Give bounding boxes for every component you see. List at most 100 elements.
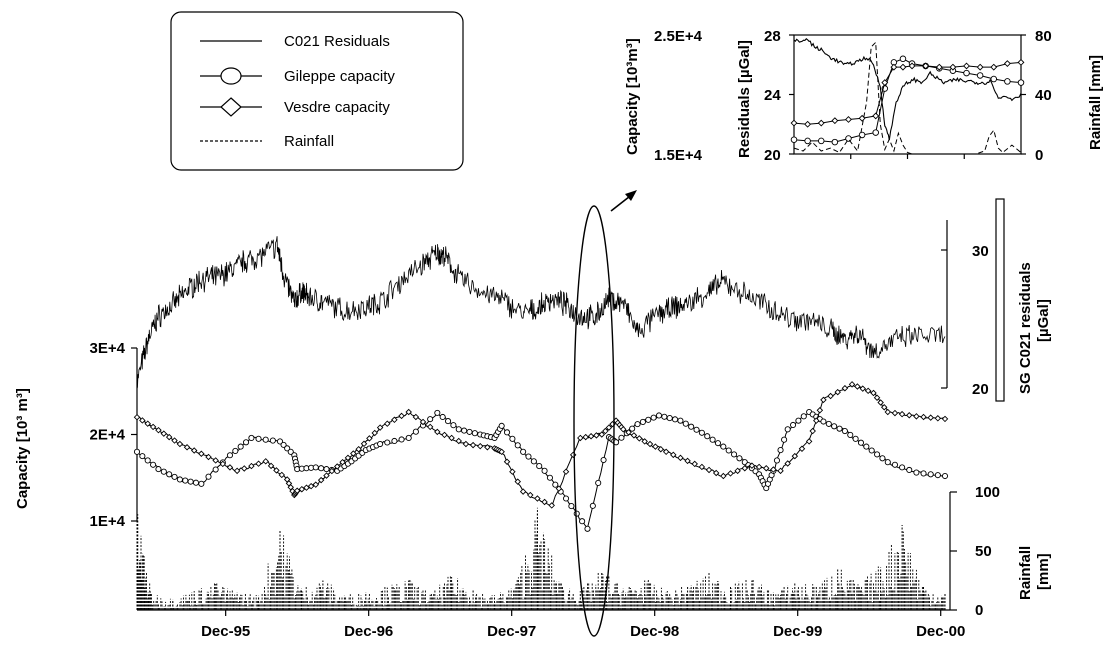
residuals-axis-bracket <box>995 198 1005 402</box>
data-point-vesdre <box>541 498 548 506</box>
data-point-vesdre <box>255 460 262 467</box>
data-point-vesdre <box>198 450 205 457</box>
data-point-vesdre <box>155 426 162 434</box>
rainfall-tick-label: 100 <box>975 484 1000 501</box>
inset-capacity-tick: 2.5E+4 <box>654 28 703 45</box>
data-point-vesdre <box>434 428 441 436</box>
inset-data-point-gileppe <box>1004 78 1011 85</box>
data-point-vesdre <box>441 431 448 439</box>
data-point-gileppe <box>784 426 791 433</box>
data-point-gileppe <box>800 413 807 420</box>
inset-data-point-vesdre <box>949 63 957 71</box>
data-point-gileppe <box>773 457 781 464</box>
data-point-vesdre <box>906 412 913 419</box>
data-point-vesdre <box>691 460 698 468</box>
rainfall-axis-label: Rainfall <box>1017 546 1034 600</box>
data-point-gileppe <box>595 479 602 486</box>
data-point-gileppe <box>913 469 920 476</box>
data-point-gileppe <box>562 495 570 502</box>
data-point-vesdre <box>317 476 325 484</box>
data-point-vesdre <box>176 440 184 448</box>
rainfall-tick-label: 50 <box>975 543 992 560</box>
inset-data-point-gileppe <box>817 137 825 145</box>
rainfall-tick-label: 0 <box>975 602 983 619</box>
data-point-vesdre <box>303 484 310 491</box>
data-point-gileppe <box>777 447 784 454</box>
inset-data-point-vesdre <box>1017 58 1025 66</box>
data-point-vesdre <box>339 458 346 466</box>
series-vesdre-line <box>137 385 946 508</box>
data-point-vesdre <box>534 495 541 502</box>
data-point-gileppe <box>781 436 788 443</box>
inset-data-point-vesdre <box>976 63 984 71</box>
data-point-vesdre <box>498 448 505 456</box>
data-point-vesdre <box>670 451 677 459</box>
inset-series-rainfall <box>793 41 1022 155</box>
data-point-gileppe <box>584 525 591 532</box>
data-point-gileppe <box>704 433 711 440</box>
capacity-axis-label: Capacity [10³ m³] <box>14 388 31 509</box>
data-point-vesdre <box>705 466 713 474</box>
data-point-gileppe <box>212 466 219 473</box>
inset-rainfall-label: Rainfall [mm] <box>1087 55 1104 150</box>
capacity-tick-label: 1E+4 <box>90 513 126 530</box>
inset-data-point-gileppe <box>804 137 811 145</box>
data-point-gileppe <box>618 434 625 441</box>
data-point-vesdre <box>602 427 609 435</box>
data-point-vesdre <box>859 385 867 392</box>
legend-label-residuals: C021 Residuals <box>284 33 390 50</box>
data-point-gileppe <box>276 438 284 445</box>
data-point-gileppe <box>677 417 684 424</box>
inset-data-point-vesdre <box>935 63 943 71</box>
data-point-gileppe <box>323 466 330 473</box>
data-point-vesdre <box>646 440 654 448</box>
data-point-gileppe <box>269 437 276 444</box>
data-point-gileppe <box>941 472 949 480</box>
data-point-vesdre <box>212 457 219 464</box>
rainfall-axis-unit: [mm] <box>1035 553 1052 590</box>
data-point-gileppe <box>552 481 559 488</box>
data-point-vesdre <box>820 396 827 404</box>
inset-data-point-vesdre <box>790 119 798 127</box>
data-point-vesdre <box>455 437 463 445</box>
data-point-gileppe <box>661 413 668 420</box>
data-point-gileppe <box>391 437 398 445</box>
data-point-gileppe <box>139 453 146 460</box>
data-point-vesdre <box>355 445 362 453</box>
data-point-gileppe <box>237 443 244 450</box>
data-point-vesdre <box>139 417 146 424</box>
data-point-vesdre <box>652 443 659 450</box>
data-point-vesdre <box>160 430 168 437</box>
data-point-vesdre <box>350 450 357 457</box>
data-point-gileppe <box>709 436 716 443</box>
legend: C021 Residuals Gileppe capacity Vesdre c… <box>170 11 464 171</box>
data-point-gileppe <box>198 480 205 487</box>
data-point-gileppe <box>868 447 875 454</box>
data-point-gileppe <box>579 518 586 525</box>
data-point-vesdre <box>384 420 391 427</box>
diamond-marker-icon <box>220 97 242 117</box>
data-point-vesdre <box>360 440 368 448</box>
residuals-tick-label: 30 <box>972 243 989 260</box>
data-point-gileppe <box>405 434 412 442</box>
data-point-vesdre <box>183 444 191 451</box>
data-point-vesdre <box>864 387 872 395</box>
data-point-vesdre <box>262 458 269 465</box>
data-point-gileppe <box>568 503 575 510</box>
data-point-gileppe <box>242 439 250 446</box>
data-point-vesdre <box>636 435 643 442</box>
inset-data-point-gileppe <box>976 72 984 79</box>
inset-rainfall-tick: 40 <box>1035 87 1052 104</box>
data-point-vesdre <box>657 445 665 453</box>
data-point-vesdre <box>941 415 949 423</box>
data-point-vesdre <box>809 427 816 435</box>
inset-capacity-label: Capacity [10³m³] <box>624 38 641 155</box>
data-point-vesdre <box>298 485 306 493</box>
data-point-gileppe <box>927 471 934 478</box>
data-point-vesdre <box>805 438 813 445</box>
inset-data-point-gileppe <box>845 135 852 142</box>
data-point-vesdre <box>816 407 824 414</box>
inset-rainfall-tick: 0 <box>1035 147 1043 164</box>
data-point-vesdre <box>333 463 341 470</box>
data-point-gileppe <box>682 420 689 427</box>
